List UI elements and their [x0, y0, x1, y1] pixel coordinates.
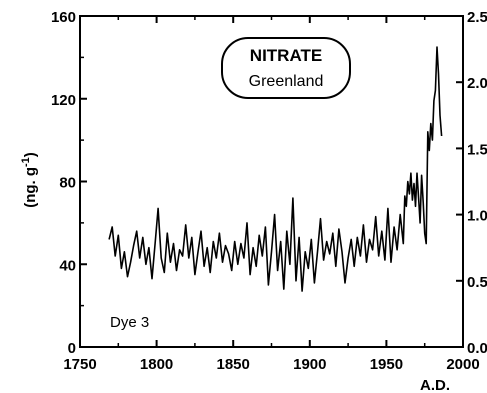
- x-tick-label: 1900: [293, 356, 326, 373]
- y-tick-label: 40: [59, 257, 76, 274]
- y-axis-label: (ng. g-1): [20, 152, 39, 208]
- x-tick-label: 1850: [217, 356, 250, 373]
- nitrate-series-line: [108, 46, 443, 292]
- y-axis-label-close: ): [22, 152, 39, 157]
- y-axis-label-text: (ng. g: [22, 167, 39, 208]
- x-tick-label: 1750: [63, 356, 96, 373]
- x-tick-label: 2000: [446, 356, 479, 373]
- x-tick-label: 1800: [140, 356, 173, 373]
- title-box-outline: [221, 37, 351, 99]
- y2-tick-label: 1.5: [467, 141, 487, 158]
- y-tick-label: 0: [68, 340, 76, 357]
- y2-tick-label: 1.0: [467, 208, 487, 225]
- y2-tick-label: 0.0: [467, 340, 487, 357]
- y2-tick-label: 2.5: [467, 9, 487, 26]
- site-annotation: Dye 3: [110, 314, 149, 331]
- y-tick-label: 120: [51, 92, 76, 109]
- y2-tick-label: 0.5: [467, 274, 487, 291]
- ticks: 1750 1800 1850 1900 1950 2000 0 40 80 120 160 0.0 0.…: [51, 9, 487, 373]
- x-axis-label: A.D.: [420, 377, 450, 393]
- x-tick-label: 1950: [370, 356, 403, 373]
- chart-subtitle: Greenland: [249, 73, 324, 90]
- series: [108, 46, 443, 292]
- chart-title: NITRATE: [250, 46, 322, 65]
- y2-tick-label: 2.0: [467, 75, 487, 92]
- title-box: NITRATE Greenland: [221, 37, 351, 99]
- y-axis-label-exponent: -1: [20, 157, 32, 167]
- y-tick-label: 80: [59, 175, 76, 192]
- y-tick-label: 160: [51, 9, 76, 26]
